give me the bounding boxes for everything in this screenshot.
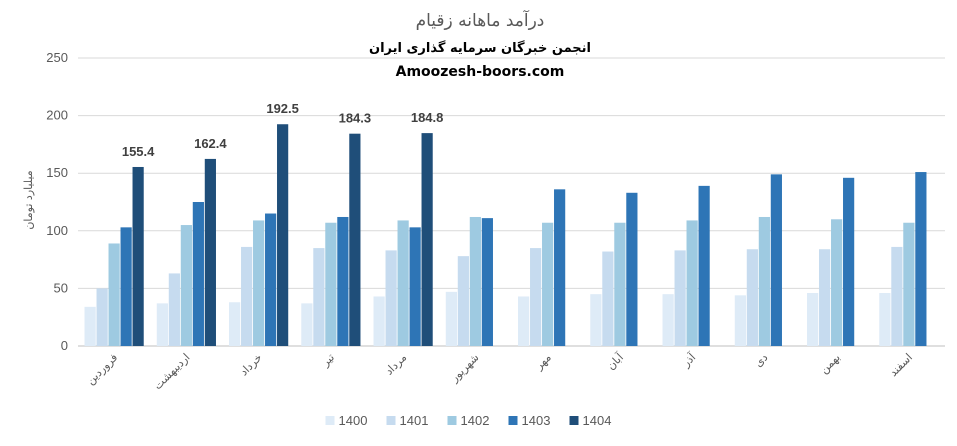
x-tick-label: خرداد — [237, 351, 264, 378]
bar-1400 — [229, 302, 241, 346]
bar-1400 — [879, 293, 891, 346]
bar-1401 — [530, 248, 542, 346]
legend-swatch — [447, 416, 457, 425]
bar-1403 — [192, 202, 204, 346]
legend-label: 1404 — [583, 413, 612, 428]
bar-1403 — [265, 213, 277, 346]
legend-label: 1401 — [400, 413, 429, 428]
bar-1404 — [204, 158, 216, 346]
x-tick-label: شهریور — [447, 351, 481, 385]
y-tick-label: 50 — [54, 280, 68, 295]
y-tick-label: 100 — [46, 223, 68, 238]
bar-1402 — [758, 216, 770, 346]
chart-subtitle: انجمن خبرگان سرمایه گذاری ایران — [369, 40, 591, 56]
chart-title: درآمد ماهانه زقیام — [416, 9, 545, 31]
bar-1400 — [301, 303, 313, 346]
x-tick-label: بهمن — [817, 351, 842, 376]
bar-1403 — [337, 216, 349, 346]
legend-swatch — [325, 416, 335, 425]
data-label: 184.8 — [411, 110, 444, 125]
bar-1402 — [686, 220, 698, 346]
bar-1403 — [554, 189, 566, 346]
bar-1401 — [385, 250, 397, 346]
bar-1401 — [891, 246, 903, 346]
bar-1403 — [843, 177, 855, 346]
bar-1402 — [469, 216, 481, 346]
bar-1402 — [397, 220, 409, 346]
chart-website: Amoozesh-boors.com — [396, 64, 565, 80]
x-tick-label: تیر — [318, 351, 337, 370]
x-tick-label: اسفند — [887, 351, 915, 379]
y-tick-label: 0 — [61, 338, 68, 353]
bar-1401 — [602, 251, 614, 346]
bar-1404 — [132, 166, 144, 346]
bar-1400 — [590, 294, 602, 346]
data-label: 162.4 — [194, 136, 227, 151]
bar-1400 — [156, 303, 168, 346]
y-axis-label: میلیارد تومان — [22, 170, 35, 229]
bar-1403 — [481, 218, 493, 346]
bar-1401 — [96, 288, 108, 346]
bar-1403 — [409, 227, 421, 346]
bar-1403 — [120, 227, 132, 346]
bar-1401 — [746, 249, 758, 346]
y-tick-label: 150 — [46, 165, 68, 180]
x-axis: فروردین اردیبهشت خرداد تیر مرداد شهریور مهر آبا… — [84, 350, 915, 393]
bar-1403 — [698, 185, 710, 346]
bar-1402 — [108, 243, 120, 346]
x-tick-label: آبان — [604, 350, 627, 373]
bar-1400 — [807, 293, 819, 346]
x-tick-label: دی — [752, 351, 771, 370]
bar-1400 — [84, 306, 96, 346]
legend-swatch — [508, 416, 518, 425]
bar-1401 — [168, 273, 180, 346]
y-axis: 0 50 100 150 200 250 — [46, 50, 68, 353]
bar-1404 — [277, 124, 289, 347]
x-tick-label: مرداد — [382, 351, 409, 378]
x-tick-label: آذر — [678, 350, 699, 371]
x-tick-label: مهر — [532, 351, 554, 373]
bar-1401 — [241, 246, 253, 346]
legend-swatch — [569, 416, 579, 425]
legend-label: 1402 — [461, 413, 490, 428]
legend-label: 1400 — [339, 413, 368, 428]
legend: 1400 1401 1402 1403 1404 — [325, 413, 612, 428]
data-label: 184.3 — [339, 111, 372, 126]
bar-1400 — [445, 291, 457, 346]
bar-1400 — [734, 295, 746, 346]
x-tick-label: فروردین — [84, 351, 120, 387]
bar-1402 — [903, 222, 915, 346]
bar-1401 — [313, 248, 325, 346]
bar-1401 — [819, 249, 831, 346]
data-label: 155.4 — [122, 144, 155, 159]
data-label: 192.5 — [266, 101, 299, 116]
x-tick-label: اردیبهشت — [151, 351, 192, 392]
bars — [84, 124, 927, 347]
bar-1401 — [674, 250, 686, 346]
y-tick-label: 200 — [46, 108, 68, 123]
bar-1402 — [253, 220, 265, 346]
bar-1400 — [373, 296, 385, 346]
legend-label: 1403 — [522, 413, 551, 428]
bar-1402 — [831, 219, 843, 346]
bar-1403 — [915, 172, 927, 346]
gridlines — [78, 57, 945, 347]
bar-1403 — [626, 192, 638, 346]
y-tick-label: 250 — [46, 50, 68, 65]
bar-1402 — [325, 222, 337, 346]
bar-1404 — [421, 133, 433, 346]
bar-1402 — [180, 225, 192, 346]
bar-1404 — [349, 133, 361, 346]
bar-1401 — [457, 256, 469, 346]
bar-1400 — [662, 294, 674, 346]
bar-1403 — [770, 174, 782, 346]
data-labels: 155.4 162.4 192.5 184.3 184.8 — [122, 101, 444, 159]
bar-1402 — [542, 222, 554, 346]
legend-swatch — [386, 416, 396, 425]
bar-1402 — [614, 222, 626, 346]
bar-1400 — [518, 296, 530, 346]
